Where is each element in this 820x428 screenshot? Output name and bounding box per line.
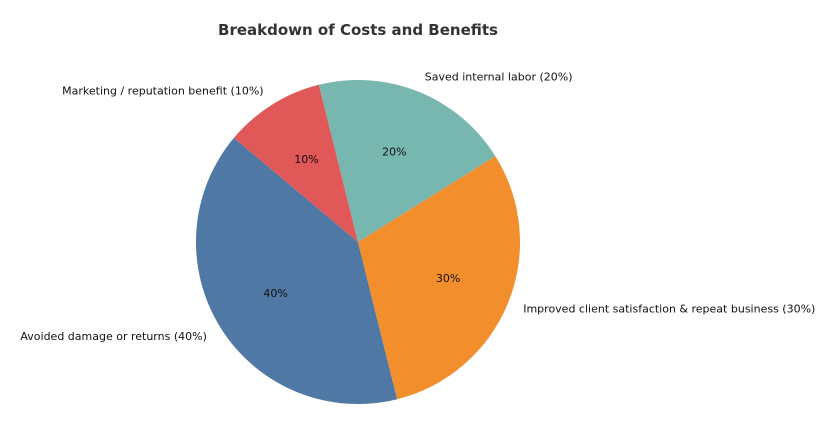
pie-slice bbox=[196, 137, 398, 404]
pie-slice bbox=[358, 156, 520, 400]
pie-labels: 40% Avoided damage or returns (40%) 30% Imp… bbox=[20, 70, 815, 343]
chart-title: Breakdown of Costs and Benefits bbox=[218, 21, 498, 39]
slice-category-label: Improved client satisfaction & repeat bu… bbox=[523, 302, 815, 315]
pie-slices bbox=[196, 80, 520, 404]
slice-category-label: Marketing / reputation benefit (10%) bbox=[62, 84, 263, 97]
slice-category-label: Avoided damage or returns (40%) bbox=[20, 330, 206, 343]
pie-slice bbox=[318, 80, 496, 242]
slice-percent-label: 30% bbox=[436, 272, 460, 285]
slice-percent-label: 10% bbox=[294, 153, 318, 166]
pie-slice bbox=[233, 84, 358, 242]
slice-percent-label: 20% bbox=[382, 145, 406, 158]
slice-percent-label: 40% bbox=[263, 287, 287, 300]
slice-category-label: Saved internal labor (20%) bbox=[425, 70, 573, 83]
